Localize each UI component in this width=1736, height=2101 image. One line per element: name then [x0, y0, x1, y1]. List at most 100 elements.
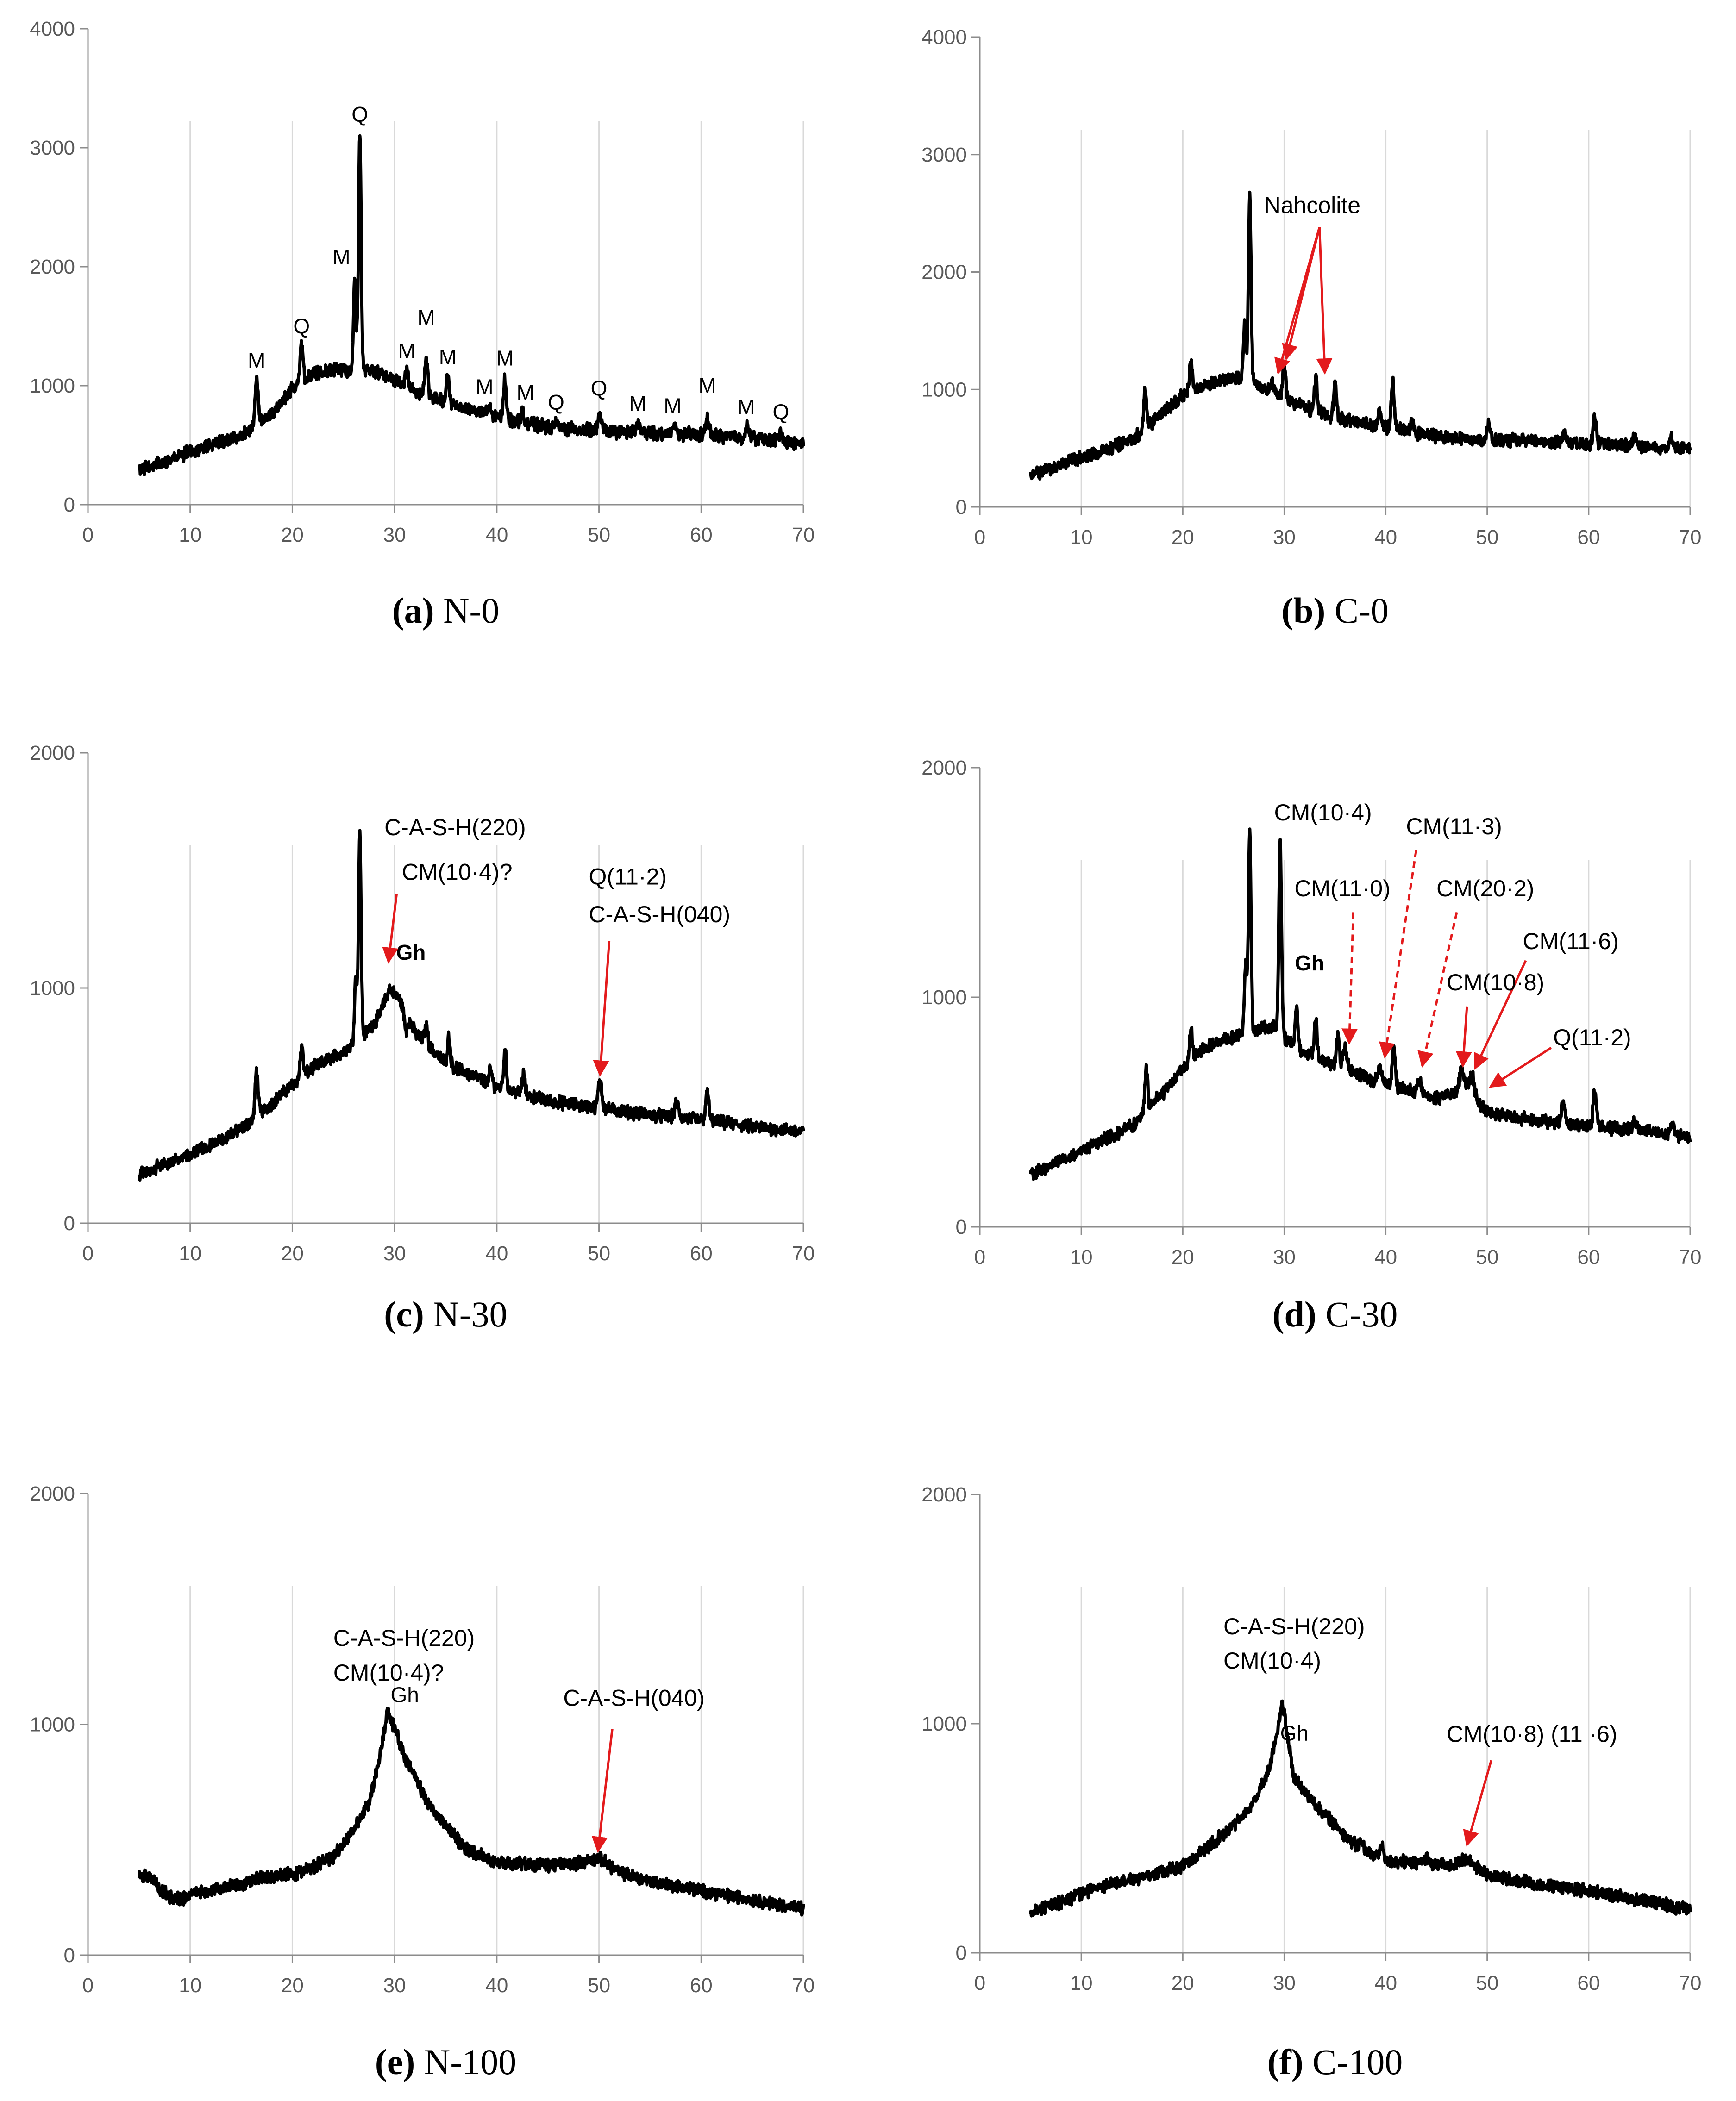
caption-letter: (c) — [384, 1294, 433, 1334]
y-tick-label: 0 — [64, 1944, 75, 1967]
x-tick-label: 20 — [1172, 1972, 1194, 1995]
y-tick-label: 4000 — [921, 26, 967, 49]
x-tick-label: 50 — [1476, 1246, 1498, 1269]
x-tick-label: 40 — [1374, 1972, 1397, 1995]
annotation-arrow — [1455, 1006, 1472, 1068]
annotation-arrow — [1473, 960, 1527, 1070]
panel-caption: (b) C-0 — [1281, 590, 1389, 631]
annotation-label: CM(11·6) — [1523, 928, 1618, 954]
peak-label: Q — [773, 400, 790, 424]
y-tick-label: 1000 — [30, 1713, 75, 1736]
peak-label: M — [332, 245, 350, 269]
x-tick-label: 30 — [383, 524, 406, 546]
panel-f: 0 1000 2000 0 10 20 30 40 50 60 70 Gh C-A-S-H(220) CM… — [921, 1483, 1701, 2082]
peak-label: M — [629, 391, 646, 415]
xrd-pattern-line — [1029, 190, 1692, 481]
panel-d: 0 1000 2000 0 10 20 30 40 50 60 70 Gh CM(10·4) CM(11·… — [921, 757, 1701, 1334]
x-tick-label: 0 — [82, 1974, 94, 1997]
x-tick-label: 20 — [281, 1974, 304, 1997]
annotation-label: C-A-S-H(220) — [333, 1625, 475, 1651]
peak-label: Q — [351, 102, 368, 126]
panel-caption: (a) N-0 — [392, 590, 500, 631]
y-tick-label: 2000 — [30, 256, 75, 278]
peak-label: M — [737, 395, 755, 419]
y-tick-label: 4000 — [30, 18, 75, 40]
y-tick-label: 3000 — [921, 144, 967, 166]
caption-sample-name: C-30 — [1325, 1294, 1398, 1334]
x-tick-label: 60 — [690, 524, 713, 546]
caption-letter: (f) — [1267, 2042, 1312, 2082]
x-tick-label: 0 — [974, 1246, 985, 1269]
y-tick-label: 1000 — [921, 378, 967, 401]
annotation-arrow — [1489, 1047, 1552, 1088]
x-tick-label: 60 — [1577, 526, 1600, 549]
xrd-pattern-line — [1029, 827, 1692, 1181]
peak-label: M — [417, 306, 435, 330]
annotation-arrow — [1341, 912, 1358, 1045]
x-tick-label: 50 — [1476, 526, 1498, 549]
annotation-label: Nahcolite — [1264, 193, 1360, 219]
annotation-label: CM(11·0) — [1294, 875, 1390, 901]
y-tick-label: 2000 — [30, 1482, 75, 1505]
x-tick-label: 10 — [179, 1242, 201, 1265]
caption-letter: (a) — [392, 590, 443, 631]
panel-c: 0 1000 2000 0 10 20 30 40 50 60 70 Gh C-A-S-H(220) CM… — [30, 742, 815, 1334]
annotation-label: CM(10·8) — [1447, 969, 1544, 995]
annotation-label: C-A-S-H(220) — [1223, 1613, 1365, 1639]
x-tick-label: 60 — [1577, 1972, 1600, 1995]
y-tick-label: 1000 — [921, 1713, 967, 1735]
x-tick-label: 60 — [690, 1242, 713, 1265]
x-tick-label: 40 — [485, 1242, 508, 1265]
caption-sample-name: N-30 — [433, 1294, 507, 1334]
caption-letter: (d) — [1272, 1294, 1326, 1334]
x-tick-label: 60 — [690, 1974, 713, 1997]
peak-label: M — [664, 394, 681, 418]
annotation-arrow — [1316, 227, 1333, 375]
x-tick-label: 70 — [1679, 1246, 1702, 1269]
caption-sample-name: N-0 — [443, 590, 499, 631]
caption-letter: (b) — [1281, 590, 1335, 631]
peak-label: M — [496, 346, 514, 370]
x-tick-label: 30 — [1273, 1246, 1296, 1269]
x-tick-label: 10 — [1070, 526, 1093, 549]
x-tick-label: 20 — [281, 524, 304, 546]
panel-caption: (e) N-100 — [375, 2042, 516, 2082]
panel-caption: (d) C-30 — [1272, 1294, 1398, 1334]
y-tick-label: 2000 — [921, 1483, 967, 1506]
caption-sample-name: C-100 — [1312, 2042, 1403, 2082]
annotation-arrow — [382, 894, 399, 964]
annotation-label: Q(11·2) — [1553, 1025, 1631, 1050]
annotation-label: C-A-S-H(220) — [384, 814, 526, 840]
x-tick-label: 20 — [281, 1242, 304, 1265]
x-tick-label: 50 — [588, 1974, 610, 1997]
x-tick-label: 0 — [82, 1242, 94, 1265]
x-tick-label: 0 — [82, 524, 94, 546]
x-tick-label: 0 — [974, 1972, 985, 1995]
annotation-arrow — [1282, 227, 1321, 361]
y-tick-label: 1000 — [30, 977, 75, 1000]
x-tick-label: 50 — [1476, 1972, 1498, 1995]
caption-sample-name: N-100 — [424, 2042, 516, 2082]
peak-label: M — [439, 345, 457, 369]
x-tick-label: 50 — [588, 524, 610, 546]
x-tick-label: 70 — [792, 524, 815, 546]
y-tick-label: 1000 — [30, 375, 75, 397]
panel-b: 0 1000 2000 3000 4000 0 10 20 30 40 50 60 70 Nahcolit… — [921, 26, 1701, 631]
y-tick-label: 0 — [956, 1942, 967, 1964]
panel-caption: (c) N-30 — [384, 1294, 507, 1334]
panel-caption: (f) C-100 — [1267, 2042, 1403, 2082]
x-tick-label: 70 — [1679, 526, 1702, 549]
x-tick-label: 30 — [1273, 1972, 1296, 1995]
annotation-arrow — [1417, 912, 1458, 1068]
x-tick-label: 20 — [1172, 526, 1194, 549]
x-tick-label: 40 — [485, 1974, 508, 1997]
annotation-label: CM(10·4) — [1274, 800, 1372, 825]
x-tick-label: 10 — [1070, 1246, 1093, 1269]
x-tick-label: 60 — [1577, 1246, 1600, 1269]
xrd-pattern-line — [137, 829, 805, 1182]
x-tick-label: 10 — [179, 1974, 201, 1997]
y-tick-label: 0 — [64, 494, 75, 516]
peak-label: Q — [293, 314, 310, 338]
